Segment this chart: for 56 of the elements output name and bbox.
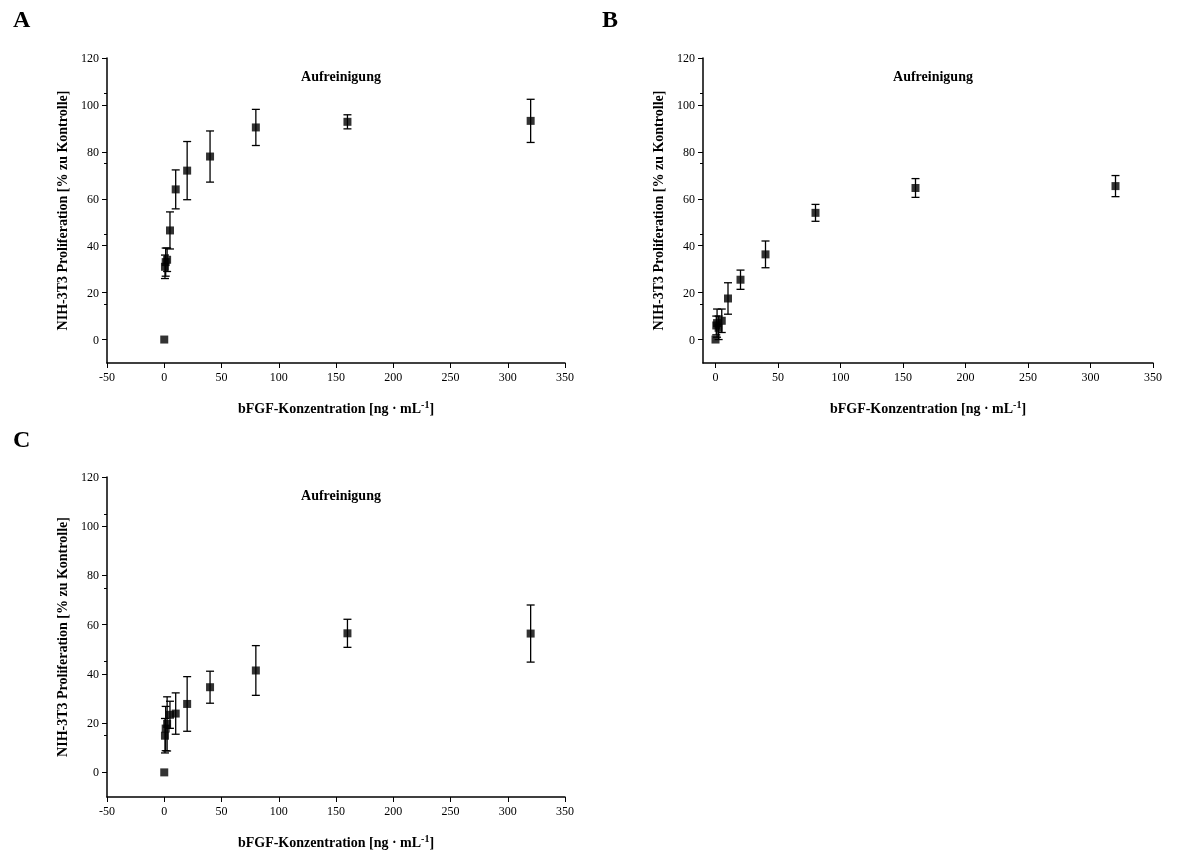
y-tick-label: 120 — [677, 51, 695, 65]
y-tick-label: 20 — [87, 285, 99, 300]
x-tick-label: -50 — [99, 804, 115, 818]
y-tick-label: 20 — [683, 285, 695, 300]
x-tick-label: 0 — [161, 804, 168, 818]
x-tick-label: 50 — [215, 370, 228, 384]
x-tick-label: 100 — [269, 804, 288, 818]
x-tick-label: 50 — [772, 370, 784, 384]
y-tick-label: 40 — [683, 238, 695, 253]
text: Aufreinigung — [301, 487, 381, 503]
y-tick-label: 100 — [81, 519, 99, 534]
y-tick-label: 40 — [87, 238, 99, 253]
text: Aufreinigung — [893, 68, 973, 84]
y-tick-label: 60 — [87, 191, 99, 206]
x-tick-label: 0 — [712, 370, 719, 384]
y-axis-title: NIH-3T3 Proliferation [% zu Kontrolle] — [54, 517, 70, 757]
y-tick-label: 80 — [683, 144, 695, 159]
y-tick-label: 0 — [93, 765, 99, 780]
x-tick-label: 350 — [1144, 370, 1162, 384]
y-tick-label: 60 — [683, 191, 695, 206]
x-tick-label: 300 — [498, 804, 517, 818]
y-tick-label: 80 — [87, 568, 99, 583]
x-tick-label: 0 — [161, 370, 168, 384]
chart-title: C — [13, 426, 31, 452]
y-tick-label: 20 — [87, 716, 99, 731]
x-tick-label: 200 — [384, 370, 403, 384]
x-tick-label: 150 — [894, 370, 912, 384]
x-tick-label: 250 — [441, 370, 460, 384]
y-tick-label: 0 — [93, 332, 99, 347]
y-tick-label: 100 — [677, 97, 695, 112]
x-tick-label: -50 — [99, 370, 115, 384]
text: Aufreinigung — [301, 68, 381, 84]
y-axis-title: NIH-3T3 Proliferation [% zu Kontrolle] — [650, 90, 666, 331]
y-tick-label: 80 — [87, 144, 99, 159]
chart-title: A — [13, 6, 31, 32]
y-axis-title: NIH-3T3 Proliferation [% zu Kontrolle] — [54, 90, 70, 331]
x-tick-label: 350 — [556, 370, 574, 384]
x-tick-label: 350 — [556, 804, 574, 818]
x-tick-label: 200 — [384, 804, 403, 818]
x-tick-label: 150 — [327, 804, 345, 818]
x-tick-label: 200 — [956, 370, 975, 384]
x-tick-label: 100 — [831, 370, 850, 384]
x-tick-label: 50 — [215, 804, 228, 818]
x-tick-label: 300 — [1081, 370, 1100, 384]
x-tick-label: 150 — [327, 370, 345, 384]
y-tick-label: 40 — [87, 666, 99, 681]
x-tick-label: 250 — [1019, 370, 1037, 384]
chart-title: B — [602, 6, 619, 32]
x-tick-label: 100 — [269, 370, 288, 384]
x-tick-label: 300 — [498, 370, 517, 384]
y-tick-label: 120 — [81, 470, 99, 484]
y-tick-label: 0 — [689, 332, 695, 347]
y-tick-label: 60 — [87, 617, 99, 632]
y-tick-label: 120 — [81, 51, 99, 65]
x-tick-label: 250 — [441, 804, 460, 818]
y-tick-label: 100 — [81, 97, 99, 112]
